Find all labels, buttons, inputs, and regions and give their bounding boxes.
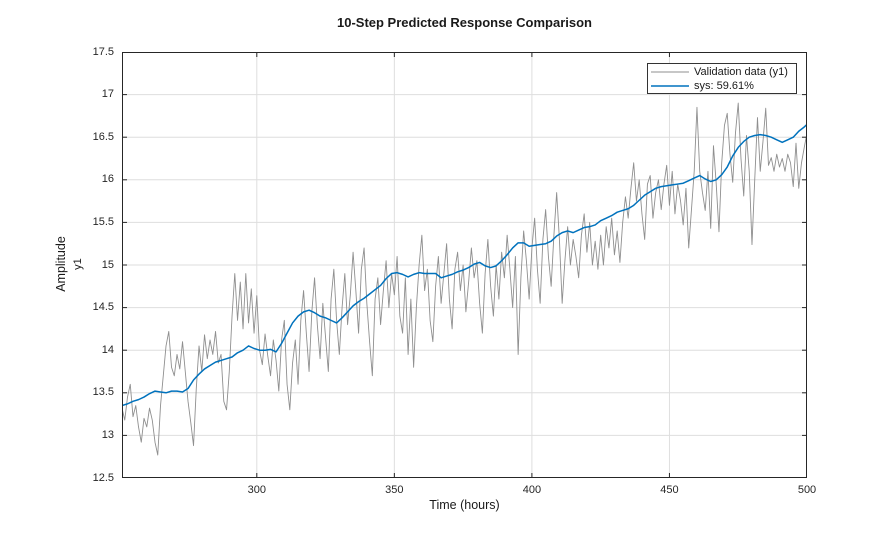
y-tick-label: 14	[101, 343, 114, 356]
x-tick-label: 400	[522, 484, 542, 496]
legend-label-validation-data: Validation data (y1)	[694, 65, 788, 78]
x-axis-label: Time (hours)	[429, 498, 500, 512]
x-tick-label: 450	[660, 484, 679, 496]
y-tick-label: 15.5	[92, 215, 114, 228]
legend-item-sys[interactable]: sys: 59.61%	[648, 79, 796, 93]
series-line-0	[122, 102, 807, 456]
validation-line-swatch	[651, 71, 689, 72]
y-tick-label: 12.5	[92, 471, 114, 484]
legend-label-sys: sys: 59.61%	[694, 79, 754, 92]
y-tick-label: 16	[101, 173, 114, 186]
y-tick-label: 13.5	[92, 386, 114, 399]
x-tick-label: 300	[247, 484, 266, 496]
y-tick-label: 17.5	[92, 45, 114, 58]
y-tick-label: 17	[101, 88, 114, 101]
y-tick-label: 14.5	[92, 301, 114, 314]
x-tick-label: 500	[797, 484, 817, 496]
sys-line-swatch	[651, 84, 689, 87]
y-tick-label: 15	[101, 258, 114, 271]
chart-title: 10-Step Predicted Response Comparison	[336, 15, 592, 30]
y-tick-label: 16.5	[92, 130, 114, 143]
plot-canvas	[122, 52, 807, 478]
plot-area[interactable]: Validation data (y1) sys: 59.61%	[122, 52, 807, 478]
legend-item-validation-data[interactable]: Validation data (y1)	[648, 65, 796, 79]
legend[interactable]: Validation data (y1) sys: 59.61%	[647, 63, 797, 94]
x-tick-label: 350	[385, 484, 404, 496]
series-line-1	[122, 123, 807, 407]
y-tick-label: 13	[101, 428, 114, 441]
